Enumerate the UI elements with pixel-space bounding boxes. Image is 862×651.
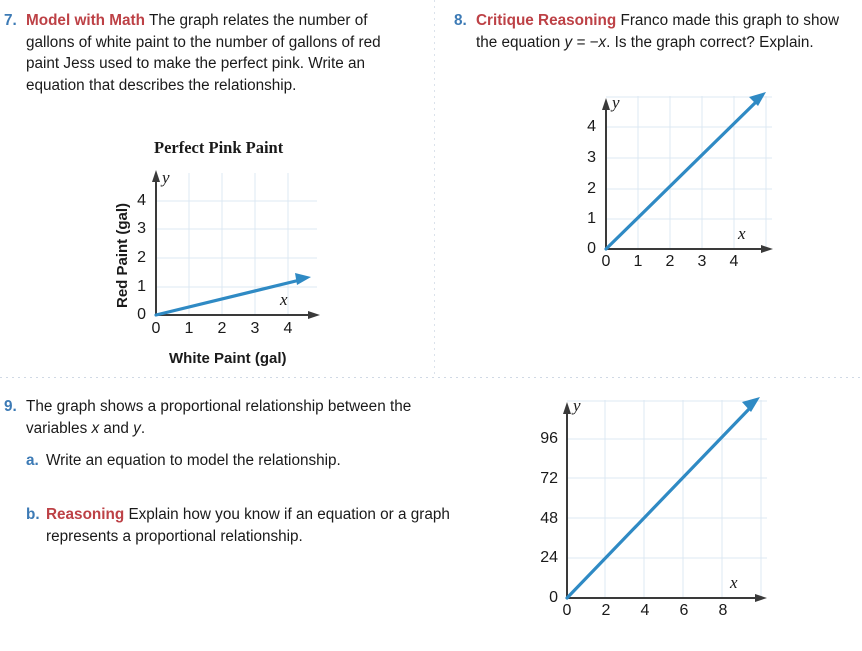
chart-2-ytick-1: 1 bbox=[587, 210, 596, 227]
exercise-9-body: The graph shows a proportional relations… bbox=[26, 396, 474, 439]
chart-1-xtick-1: 1 bbox=[184, 320, 194, 337]
chart-3-xtick-0: 0 bbox=[562, 602, 572, 619]
exercise-9-var-y: y bbox=[133, 419, 141, 437]
chart-2-series-line bbox=[604, 92, 766, 251]
exercise-9: 9. The graph shows a proportional relati… bbox=[4, 396, 474, 439]
chart-2-axes bbox=[605, 106, 765, 250]
chart-1-x-axis-arrow bbox=[308, 311, 320, 319]
exercise-9-text-after: . bbox=[140, 419, 146, 437]
chart-3-x-axis-arrow bbox=[755, 594, 767, 602]
exercise-9b-letter: b. bbox=[26, 506, 40, 523]
exercise-9-text-middle: and bbox=[99, 419, 134, 437]
chart-3-ytick-2: 48 bbox=[540, 510, 558, 527]
chart-3-ytick-3: 72 bbox=[540, 470, 558, 487]
exercise-9b-skill-label: Reasoning bbox=[46, 506, 125, 523]
chart-1-xtick-0: 0 bbox=[151, 320, 161, 337]
exercise-7-body: Model with Math The graph relates the nu… bbox=[26, 10, 416, 96]
exercise-8-equation: y = −x bbox=[564, 33, 607, 51]
chart-1-gridlines bbox=[156, 173, 317, 315]
chart-1-xtick-4: 4 bbox=[283, 320, 293, 337]
chart-2-xtick-0: 0 bbox=[601, 253, 611, 270]
chart-1-y-axis-arrow bbox=[152, 170, 160, 182]
chart-2-x-axis-arrow bbox=[761, 245, 773, 253]
chart-3-series-line bbox=[565, 397, 760, 600]
chart-franco-graph: y x 0 1 2 3 4 0 1 2 3 4 bbox=[560, 88, 790, 288]
exercise-7-text: The graph relates the number of gallons … bbox=[26, 12, 381, 94]
chart-3-ytick-4: 96 bbox=[540, 430, 558, 447]
chart-1-xtick-3: 3 bbox=[250, 320, 260, 337]
exercise-7-number: 7. bbox=[4, 12, 17, 29]
chart-1-title: Perfect Pink Paint bbox=[154, 138, 284, 157]
chart-1-axes bbox=[155, 178, 312, 316]
chart-proportional-relationship: y x 0 24 48 72 96 0 2 4 6 8 bbox=[518, 392, 788, 622]
chart-2-xtick-4: 4 bbox=[729, 253, 739, 270]
chart-2-ytick-2: 2 bbox=[587, 180, 596, 197]
chart-2-y-var: y bbox=[612, 93, 620, 112]
chart-1-xlabel: White Paint (gal) bbox=[169, 350, 287, 367]
exercise-8: 8. Critique Reasoning Franco made this g… bbox=[454, 10, 854, 53]
exercise-9b-body: Reasoning Explain how you know if an equ… bbox=[46, 504, 456, 547]
exercise-9b-text: Explain how you know if an equation or a… bbox=[46, 506, 450, 545]
chart-1-ytick-3: 3 bbox=[137, 220, 146, 237]
exercise-9a-letter: a. bbox=[26, 452, 39, 469]
chart-3-xtick-2: 4 bbox=[640, 602, 650, 619]
chart-1-ytick-4: 4 bbox=[137, 192, 146, 209]
chart-1-series-line bbox=[154, 273, 311, 317]
section-divider bbox=[0, 377, 862, 378]
chart-2-x-var: x bbox=[738, 224, 746, 243]
chart-1-xtick-2: 2 bbox=[217, 320, 227, 337]
exercise-8-number: 8. bbox=[454, 12, 467, 29]
chart-3-xtick-1: 2 bbox=[601, 602, 611, 619]
exercise-8-text-before: Franco made this graph to show the equat… bbox=[476, 12, 840, 51]
chart-3-ytick-0: 0 bbox=[549, 589, 558, 606]
exercise-8-text-after: . Is the graph correct? Explain. bbox=[606, 33, 814, 51]
column-divider bbox=[434, 0, 435, 374]
exercise-9-var-x: x bbox=[91, 419, 100, 437]
exercise-8-body: Critique Reasoning Franco made this grap… bbox=[476, 10, 854, 53]
chart-1-plot bbox=[152, 170, 320, 319]
exercise-7: 7. Model with Math The graph relates the… bbox=[4, 10, 416, 96]
exercise-9b: b. Reasoning Explain how you know if an … bbox=[26, 504, 456, 547]
chart-2-ytick-3: 3 bbox=[587, 149, 596, 166]
chart-2-xtick-1: 1 bbox=[633, 253, 643, 270]
exercise-9-text-before: The graph shows a proportional relations… bbox=[26, 398, 412, 437]
exercise-9a-text: Write an equation to model the relations… bbox=[46, 452, 341, 469]
chart-3-y-axis-arrow bbox=[563, 402, 571, 414]
chart-3-x-var: x bbox=[730, 573, 738, 592]
chart-3-xtick-3: 6 bbox=[679, 602, 689, 619]
exercise-9-number: 9. bbox=[4, 398, 17, 415]
chart-2-y-axis-arrow bbox=[602, 98, 610, 110]
chart-2-ytick-0: 0 bbox=[587, 240, 596, 257]
chart-2-ytick-4: 4 bbox=[587, 118, 596, 135]
chart-3-axes bbox=[566, 410, 758, 599]
chart-1-x-var: x bbox=[280, 290, 288, 309]
exercise-9a-body: Write an equation to model the relations… bbox=[46, 450, 456, 472]
chart-1-y-var: y bbox=[162, 168, 170, 187]
chart-2-plot bbox=[602, 92, 773, 253]
chart-3-y-var: y bbox=[573, 396, 581, 415]
chart-2-xtick-3: 3 bbox=[697, 253, 707, 270]
chart-1-ytick-2: 2 bbox=[137, 249, 146, 266]
chart-3-xtick-4: 8 bbox=[718, 602, 728, 619]
exercise-8-skill-label: Critique Reasoning bbox=[476, 12, 617, 29]
chart-2-xtick-2: 2 bbox=[665, 253, 675, 270]
chart-3-plot bbox=[563, 397, 767, 602]
chart-1-ytick-0: 0 bbox=[137, 306, 146, 323]
chart-1-ytick-1: 1 bbox=[137, 278, 146, 295]
chart-3-ytick-1: 24 bbox=[540, 549, 558, 566]
exercise-7-skill-label: Model with Math bbox=[26, 12, 145, 29]
chart-3-gridlines bbox=[567, 400, 767, 598]
chart-perfect-pink-paint: Perfect Pink Paint Red Paint (gal) White… bbox=[112, 138, 327, 368]
exercise-9a: a. Write an equation to model the relati… bbox=[26, 450, 456, 472]
